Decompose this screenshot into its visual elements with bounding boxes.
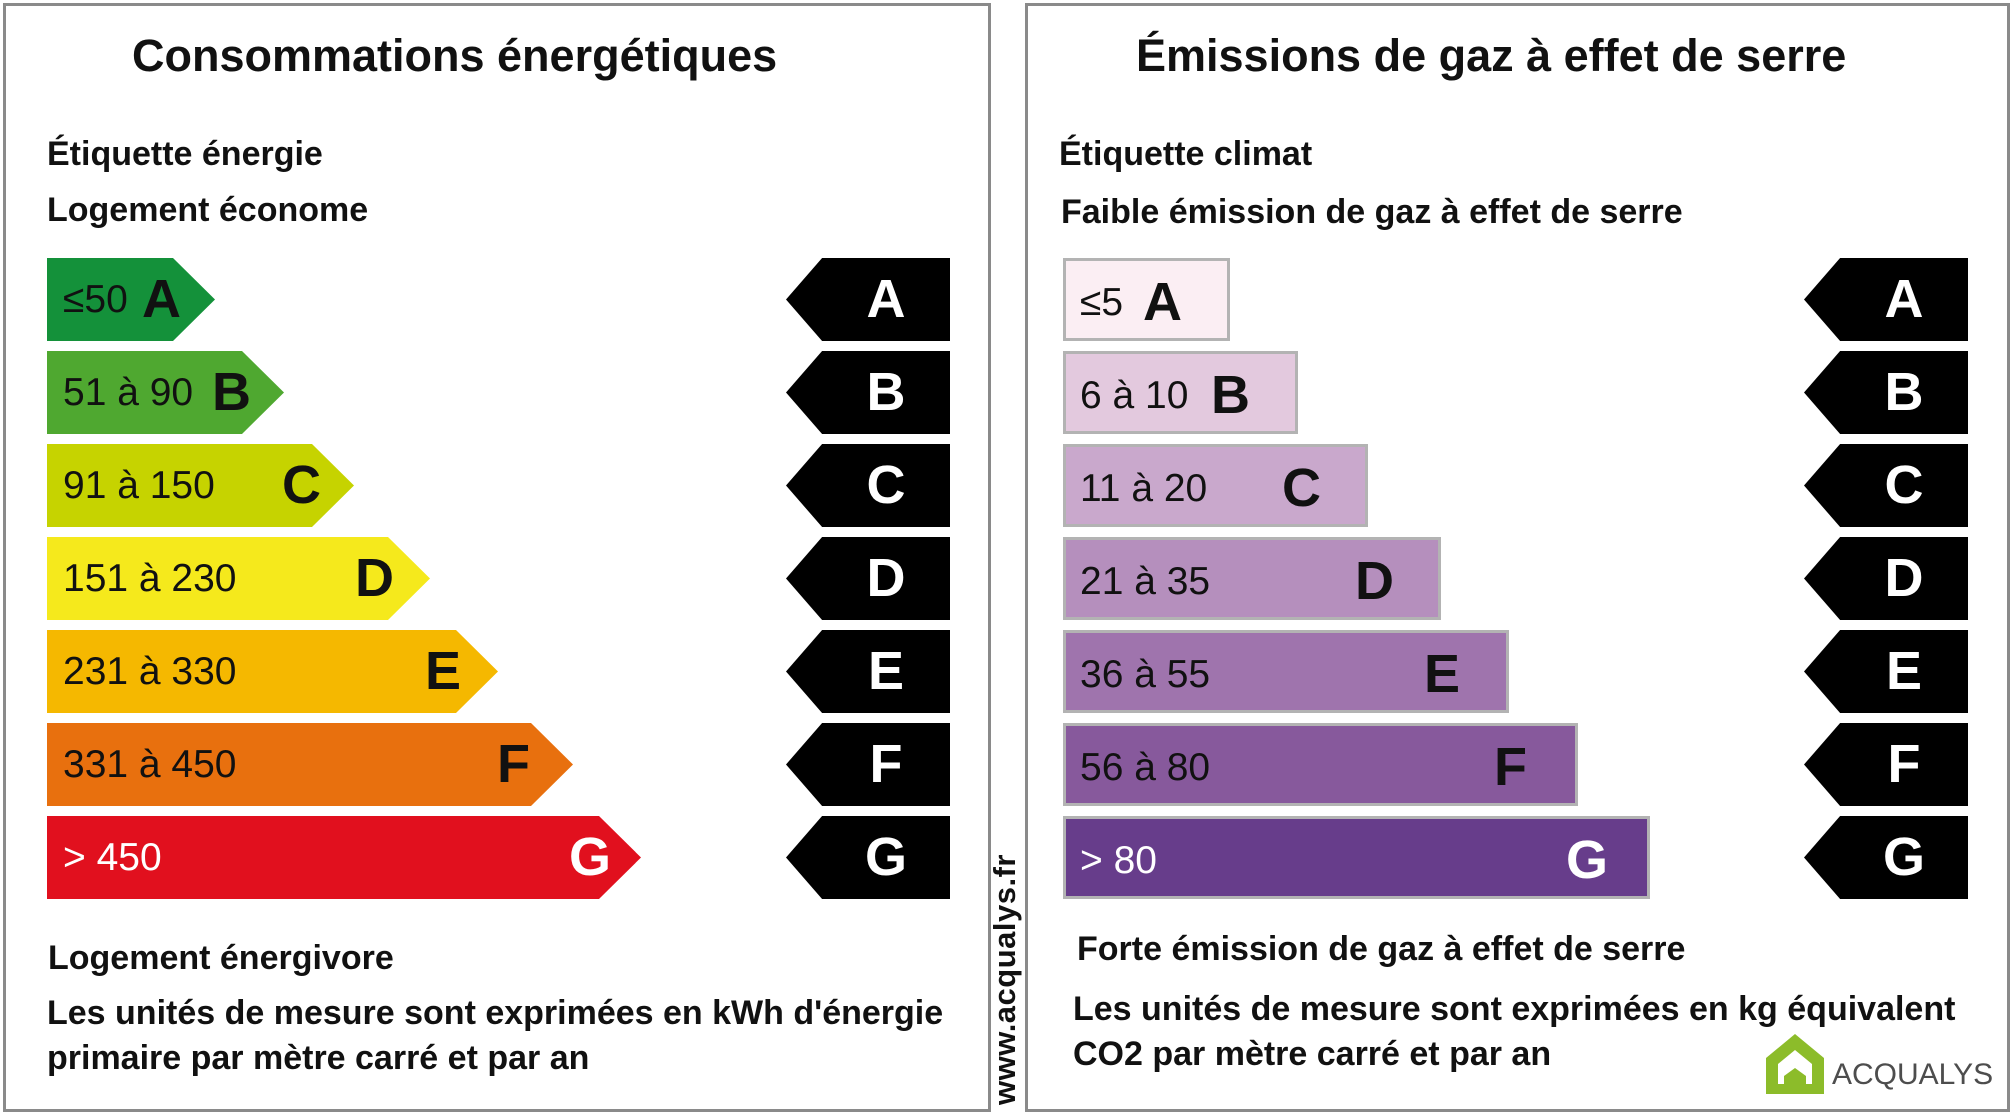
brand-name: ACQUALYS: [1832, 1058, 1994, 1091]
climate-class-letter: E: [1424, 644, 1461, 704]
energy-good-label: Logement économe: [47, 191, 369, 229]
energy-marker-c: C: [786, 444, 950, 527]
energy-class-letter: D: [355, 548, 394, 608]
climate-marker-d: D: [1804, 537, 1968, 620]
climate-marker-e: E: [1804, 630, 1968, 713]
energy-range-label: 51 à 90: [63, 371, 194, 414]
energy-marker-letter: F: [869, 734, 903, 794]
energy-range-label: 151 à 230: [63, 557, 237, 600]
energy-class-letter: B: [212, 362, 251, 422]
energy-class-letter: F: [497, 734, 530, 794]
climate-marker-letter: B: [1884, 362, 1924, 422]
energy-class-letter: C: [282, 455, 321, 515]
climate-class-letter: D: [1355, 551, 1394, 611]
energy-marker-g: G: [786, 816, 950, 899]
energy-marker-d: D: [786, 537, 950, 620]
energy-bar-a: ≤50 A: [47, 258, 215, 341]
climate-marker-a: A: [1804, 258, 1968, 341]
energy-bar-d: 151 à 230 D: [47, 537, 430, 620]
climate-marker-b: B: [1804, 351, 1968, 434]
energy-marker-b: B: [786, 351, 950, 434]
climate-bar-a: ≤5 A: [1063, 258, 1230, 341]
climate-bad-label: Forte émission de gaz à effet de serre: [1077, 930, 1686, 968]
climate-marker-f: F: [1804, 723, 1968, 806]
climate-marker-letter: G: [1883, 827, 1926, 887]
energy-title: Consommations énergétiques: [132, 30, 778, 81]
climate-class-letter: A: [1143, 272, 1182, 332]
energy-marker-letter: G: [865, 827, 908, 887]
climate-range-label: 6 à 10: [1080, 374, 1189, 417]
climate-marker-g: G: [1804, 816, 1968, 899]
climate-range-label: 21 à 35: [1080, 560, 1211, 603]
energy-units-line-1: Les unités de mesure sont exprimées en k…: [47, 994, 944, 1032]
energy-marker-letter: E: [868, 641, 905, 701]
climate-range-label: ≤5: [1080, 281, 1124, 324]
climate-bar-g: > 80 G: [1063, 816, 1650, 899]
energy-marker-letter: B: [866, 362, 906, 422]
acqualys-logo-icon: [1766, 1034, 1824, 1094]
energy-class-letter: E: [425, 641, 462, 701]
website-url[interactable]: www.acqualys.fr: [987, 854, 1022, 1105]
energy-bar-c: 91 à 150 C: [47, 444, 354, 527]
climate-class-letter: G: [1566, 830, 1609, 890]
energy-marker-e: E: [786, 630, 950, 713]
energy-class-letter: G: [569, 827, 612, 887]
climate-bar-f: 56 à 80 F: [1063, 723, 1578, 806]
climate-range-label: 36 à 55: [1080, 653, 1211, 696]
energy-marker-letter: A: [866, 269, 906, 329]
climate-units-line-1: Les unités de mesure sont exprimées en k…: [1073, 990, 1956, 1028]
climate-marker-letter: A: [1884, 269, 1924, 329]
climate-bar-e: 36 à 55 E: [1063, 630, 1509, 713]
climate-range-label: > 80: [1080, 839, 1157, 882]
energy-range-label: > 450: [63, 836, 162, 879]
energy-class-letter: A: [142, 269, 181, 329]
energy-bar-g: > 450 G: [47, 816, 641, 899]
energy-bar-e: 231 à 330 E: [47, 630, 498, 713]
energy-range-label: 231 à 330: [63, 650, 237, 693]
climate-good-label: Faible émission de gaz à effet de serre: [1061, 193, 1683, 231]
climate-class-letter: F: [1494, 737, 1527, 797]
energy-marker-letter: C: [866, 455, 906, 515]
energy-marker-a: A: [786, 258, 950, 341]
climate-range-label: 11 à 20: [1080, 467, 1208, 510]
energy-range-label: 91 à 150: [63, 464, 215, 507]
energy-bar-b: 51 à 90 B: [47, 351, 284, 434]
climate-range-label: 56 à 80: [1080, 746, 1211, 789]
energy-range-label: ≤50: [63, 278, 128, 321]
energy-marker-f: F: [786, 723, 950, 806]
climate-units-line-2: CO2 par mètre carré et par an: [1073, 1035, 1552, 1073]
climate-marker-letter: F: [1887, 734, 1921, 794]
climate-bar-b: 6 à 10 B: [1063, 351, 1298, 434]
climate-bar-c: 11 à 20 C: [1063, 444, 1368, 527]
climate-label-title: Étiquette climat: [1059, 135, 1313, 173]
energy-marker-letter: D: [866, 548, 906, 608]
energy-bad-label: Logement énergivore: [48, 939, 394, 977]
energy-label-title: Étiquette énergie: [47, 135, 323, 173]
climate-class-letter: B: [1211, 365, 1250, 425]
climate-marker-letter: E: [1886, 641, 1923, 701]
climate-marker-c: C: [1804, 444, 1968, 527]
energy-range-label: 331 à 450: [63, 743, 237, 786]
climate-class-letter: C: [1282, 458, 1321, 518]
climate-bar-d: 21 à 35 D: [1063, 537, 1441, 620]
climate-title: Émissions de gaz à effet de serre: [1136, 30, 1847, 81]
energy-bar-f: 331 à 450 F: [47, 723, 573, 806]
energy-units-line-2: primaire par mètre carré et par an: [47, 1039, 590, 1077]
climate-marker-letter: C: [1884, 455, 1924, 515]
climate-marker-letter: D: [1884, 548, 1924, 608]
